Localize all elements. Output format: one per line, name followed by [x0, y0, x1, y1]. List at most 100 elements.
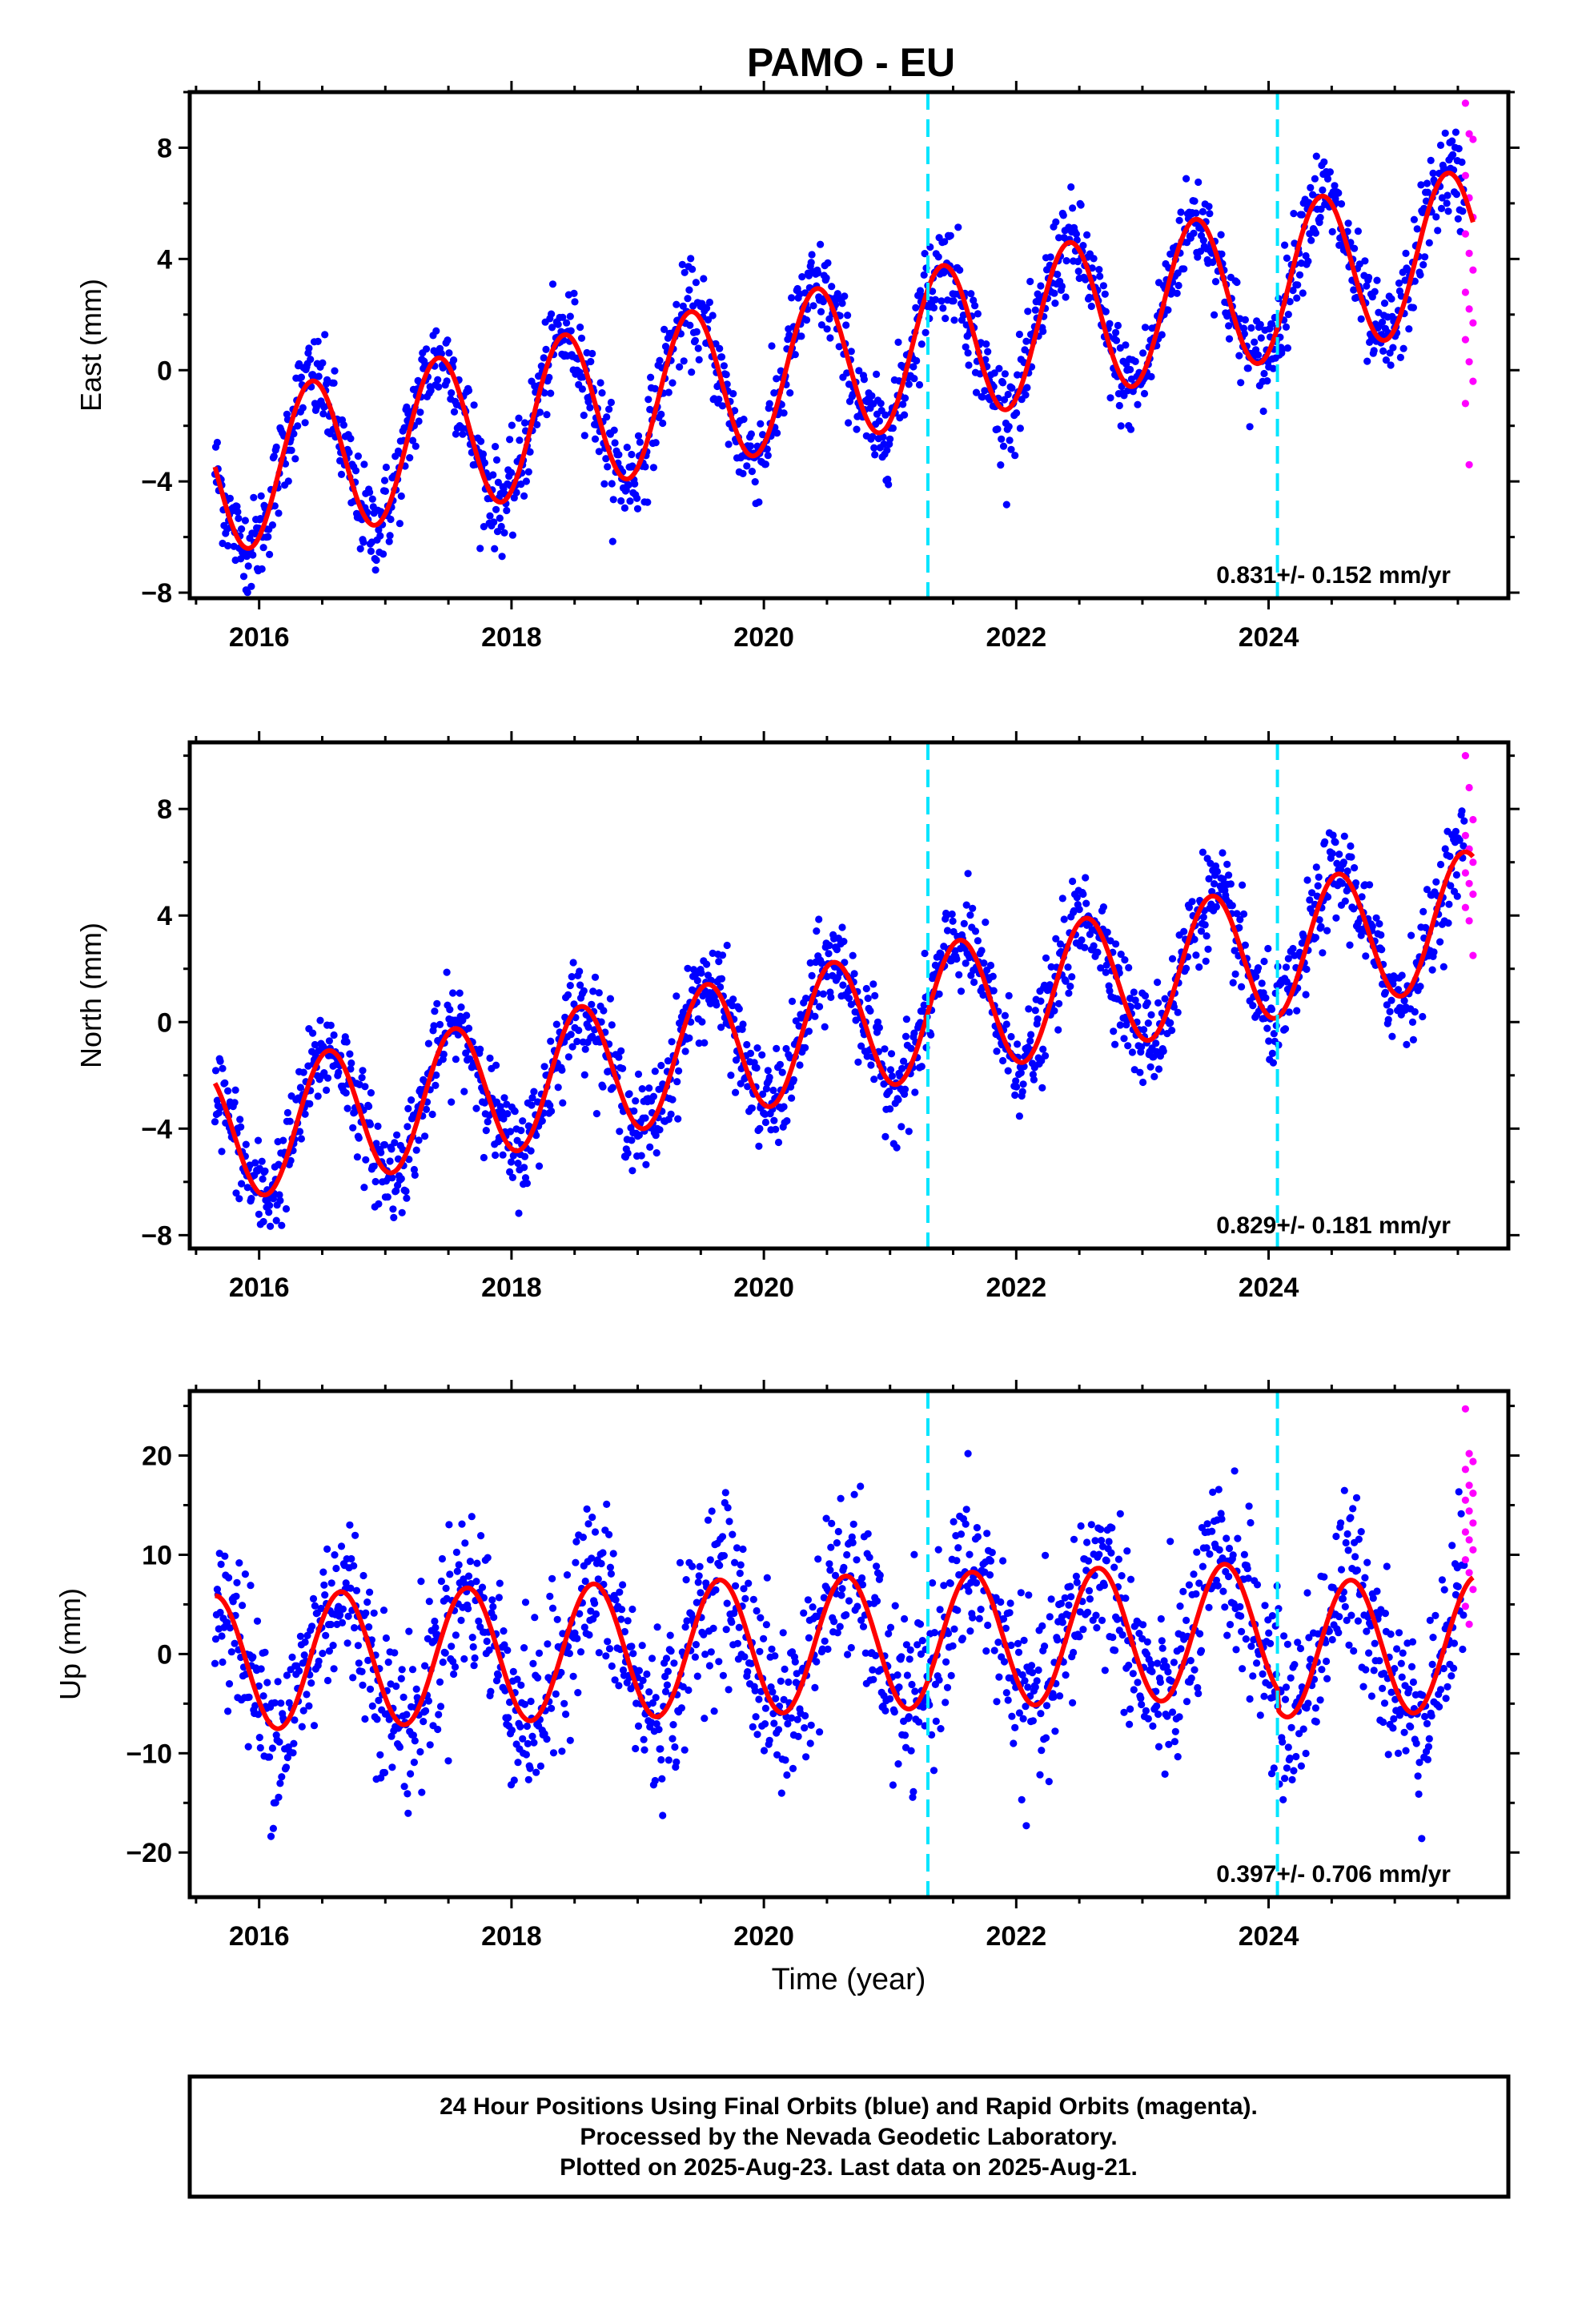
rapid-orbit-point	[1465, 358, 1473, 366]
final-orbit-point	[559, 313, 567, 321]
final-orbit-point	[680, 357, 688, 365]
final-orbit-point	[1287, 1674, 1295, 1682]
final-orbit-point	[576, 324, 584, 332]
final-orbit-point	[683, 1617, 691, 1625]
final-orbit-point	[425, 1598, 433, 1606]
final-orbit-point	[1423, 886, 1431, 894]
final-orbit-point	[320, 1069, 328, 1077]
final-orbit-point	[1354, 227, 1362, 235]
final-orbit-point	[685, 1034, 693, 1042]
final-orbit-point	[739, 1020, 747, 1028]
final-orbit-point	[247, 1582, 255, 1590]
final-orbit-point	[388, 1174, 396, 1182]
final-orbit-point	[393, 1131, 401, 1139]
final-orbit-point	[618, 1606, 626, 1614]
final-orbit-point	[456, 989, 464, 997]
final-orbit-point	[1455, 145, 1463, 153]
final-orbit-point	[523, 1722, 532, 1731]
final-orbit-point	[347, 1554, 355, 1563]
final-orbit-point	[733, 1544, 741, 1552]
final-orbit-point	[768, 342, 776, 350]
final-orbit-point	[1454, 215, 1462, 223]
final-orbit-point	[492, 1151, 500, 1160]
final-orbit-point	[1072, 1572, 1080, 1580]
final-orbit-point	[1402, 249, 1410, 257]
final-orbit-point	[751, 478, 759, 486]
final-orbit-point	[833, 1539, 841, 1547]
final-orbit-point	[669, 1096, 677, 1104]
final-orbit-point	[1102, 961, 1110, 969]
final-orbit-point	[677, 1704, 686, 1712]
final-orbit-point	[1058, 1618, 1066, 1626]
x-tick-label: 2018	[481, 1273, 542, 1303]
final-orbit-point	[1177, 1645, 1185, 1653]
final-orbit-point	[1050, 1007, 1058, 1015]
final-orbit-point	[289, 1749, 297, 1757]
final-orbit-point	[1106, 987, 1114, 995]
final-orbit-point	[615, 1682, 623, 1690]
final-orbit-point	[1351, 879, 1360, 887]
final-orbit-point	[1154, 1065, 1163, 1073]
final-orbit-point	[1409, 304, 1417, 312]
final-orbit-point	[901, 1743, 910, 1751]
final-orbit-point	[610, 426, 618, 434]
final-orbit-point	[552, 1020, 560, 1028]
final-orbit-point	[853, 425, 861, 433]
final-orbit-point	[530, 1739, 538, 1747]
final-orbit-point	[1116, 1021, 1124, 1029]
final-orbit-point	[1366, 881, 1374, 889]
final-orbit-point	[373, 1715, 381, 1723]
final-orbit-point	[477, 1532, 485, 1540]
final-orbit-point	[849, 951, 857, 959]
final-orbit-point	[1458, 807, 1466, 815]
final-orbit-point	[1308, 889, 1316, 897]
final-orbit-point	[346, 1521, 354, 1529]
final-orbit-point	[354, 1642, 362, 1650]
final-orbit-point	[1333, 859, 1341, 867]
final-orbit-point	[722, 371, 730, 379]
final-orbit-point	[1126, 1720, 1134, 1728]
final-orbit-point	[1263, 377, 1271, 385]
final-orbit-point	[1453, 892, 1461, 900]
final-orbit-point	[1382, 356, 1390, 364]
final-orbit-point	[412, 1685, 420, 1693]
final-orbit-point	[626, 497, 634, 505]
y-tick-label: 4	[157, 901, 172, 931]
final-orbit-point	[602, 1652, 610, 1660]
final-orbit-point	[707, 1648, 715, 1656]
final-orbit-point	[434, 1725, 442, 1734]
final-orbit-point	[1233, 910, 1241, 918]
final-orbit-point	[1050, 1693, 1058, 1701]
final-orbit-point	[1091, 1537, 1099, 1545]
final-orbit-point	[1286, 1754, 1294, 1763]
final-orbit-point	[400, 424, 408, 432]
final-orbit-point	[1194, 253, 1202, 261]
final-orbit-point	[347, 435, 355, 443]
final-orbit-point	[1175, 1713, 1183, 1721]
final-orbit-point	[213, 438, 221, 447]
final-orbit-point	[1211, 278, 1220, 286]
final-orbit-point	[1215, 1546, 1223, 1554]
final-orbit-point	[994, 1638, 1002, 1647]
final-orbit-point	[1205, 875, 1213, 883]
final-orbit-point	[886, 1695, 894, 1703]
final-orbit-point	[211, 1635, 220, 1643]
final-orbit-point	[935, 1676, 943, 1684]
final-orbit-point	[1449, 151, 1457, 159]
final-orbit-point	[470, 401, 478, 409]
final-orbit-point	[266, 1753, 274, 1761]
final-orbit-point	[921, 250, 929, 258]
final-orbit-point	[648, 1655, 656, 1663]
final-orbit-point	[1446, 852, 1454, 860]
final-orbit-point	[1025, 1591, 1033, 1599]
final-orbit-point	[257, 492, 265, 501]
final-orbit-point	[718, 951, 727, 959]
final-orbit-point	[849, 390, 857, 399]
final-orbit-point	[1312, 1718, 1320, 1726]
final-orbit-point	[725, 440, 733, 448]
final-orbit-point	[1307, 236, 1315, 244]
final-orbit-point	[1199, 913, 1207, 921]
final-orbit-point	[1396, 353, 1404, 361]
final-orbit-point	[631, 480, 639, 488]
final-orbit-point	[895, 1683, 903, 1691]
